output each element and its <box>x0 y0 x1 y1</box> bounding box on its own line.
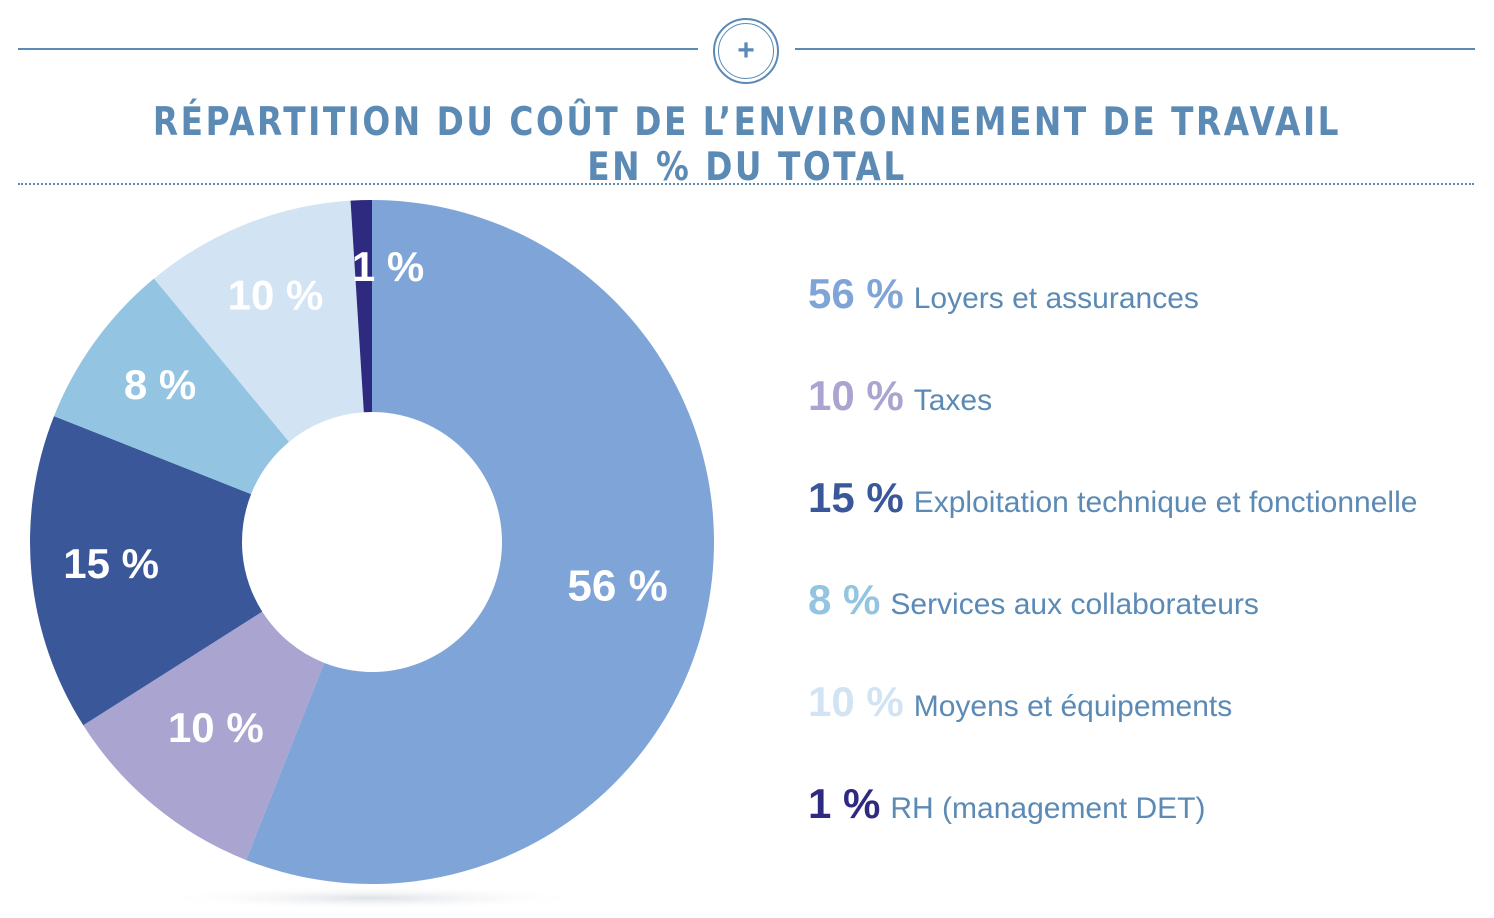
legend-label: Taxes <box>913 384 993 417</box>
legend-label: RH (management DET) <box>890 792 1206 825</box>
legend-percentage: 56 % <box>808 270 904 317</box>
legend-label: Moyens et équipements <box>913 690 1233 723</box>
legend-percentage: 15 % <box>808 474 904 521</box>
slice-6 <box>350 200 372 413</box>
slice-label-4: 8 % <box>124 361 196 408</box>
legend-item: 1 % RH (management DET) <box>808 780 1417 882</box>
top-rule-right <box>795 48 1475 50</box>
legend-item: 10 % Taxes <box>808 372 1417 474</box>
plus-icon: + <box>718 23 774 79</box>
legend-label: Loyers et assurances <box>913 282 1199 315</box>
legend-item: 10 % Moyens et équipements <box>808 678 1417 780</box>
slice-label-5: 10 % <box>228 271 324 318</box>
legend-percentage: 1 % <box>808 780 881 827</box>
chart-title: RÉPARTITION DU COÛT DE L’ENVIRONNEMENT D… <box>152 100 1342 190</box>
slice-3 <box>30 416 263 726</box>
slice-1 <box>246 200 714 885</box>
chart-shadow <box>157 886 587 910</box>
legend-item: 56 % Loyers et assurances <box>808 270 1417 372</box>
legend-percentage: 10 % <box>808 372 904 419</box>
legend-label: Exploitation technique et fonctionnelle <box>913 486 1418 519</box>
slice-5 <box>154 200 364 442</box>
donut-chart: 56 % 10 % 15 % 8 % 10 % 1 % <box>30 200 714 910</box>
legend-item: 8 % Services aux collaborateurs <box>808 576 1417 678</box>
legend-label: Services aux collaborateurs <box>890 588 1259 621</box>
legend-percentage: 10 % <box>808 678 904 725</box>
slice-label-6: 1 % <box>352 243 424 290</box>
top-rule-left <box>18 48 698 50</box>
slice-2 <box>83 611 325 860</box>
plus-badge: + <box>713 18 779 84</box>
legend-item: 15 % Exploitation technique et fonctionne… <box>808 474 1417 576</box>
legend-percentage: 8 % <box>808 576 881 623</box>
slice-label-1: 56 % <box>567 561 667 610</box>
title-divider <box>18 183 1474 185</box>
slice-label-2: 10 % <box>168 704 264 751</box>
legend: 56 % Loyers et assurances 10 % Taxes 15 % Exp… <box>808 270 1417 882</box>
slice-label-3: 15 % <box>63 540 159 587</box>
slice-4 <box>54 278 290 495</box>
